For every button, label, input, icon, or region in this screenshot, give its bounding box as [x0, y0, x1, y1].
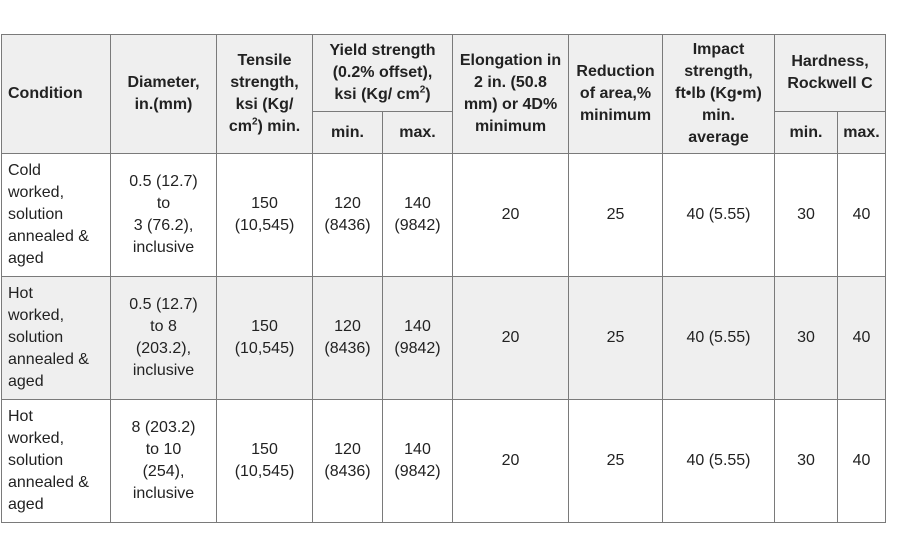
cell-elongation: 20 [452, 399, 569, 523]
header-impact-strength: Impact strength, ft•lb (Kg•m) min. avera… [662, 34, 775, 154]
header-hardness-max: max. [836, 111, 887, 154]
cell-hardness-min: 30 [774, 276, 838, 400]
cell-yield-max: 140 (9842) [382, 276, 453, 400]
cell-condition: Cold worked, solution annealed & aged [1, 153, 111, 277]
table-row: Cold worked, solution annealed & aged 0.… [1, 153, 887, 277]
cell-reduction: 25 [568, 276, 663, 400]
header-diameter: Diameter, in.(mm) [110, 34, 217, 154]
cell-hardness-max: 40 [836, 153, 887, 277]
header-hardness: Hardness, Rockwell C [773, 34, 887, 112]
header-yield-suffix: ) [425, 86, 431, 103]
header-yield-min: min. [312, 111, 383, 154]
header-tensile-text: Tensile strength, ksi (Kg/ cm [228, 52, 299, 135]
cell-elongation: 20 [452, 153, 569, 277]
cell-yield-min: 120 (8436) [312, 276, 383, 400]
table-row: Hot worked, solution annealed & aged 0.5… [1, 276, 887, 400]
cell-yield-min: 120 (8436) [312, 399, 383, 523]
cell-reduction: 25 [568, 153, 663, 277]
cell-hardness-min: 30 [774, 399, 838, 523]
cell-tensile: 150 (10,545) [216, 276, 313, 400]
header-hardness-min: min. [774, 111, 838, 154]
cell-hardness-min: 30 [774, 153, 838, 277]
header-elongation: Elongation in 2 in. (50.8 mm) or 4D% min… [452, 34, 569, 154]
header-condition: Condition [1, 34, 111, 154]
cell-elongation: 20 [452, 276, 569, 400]
cell-yield-max: 140 (9842) [382, 399, 453, 523]
cell-condition: Hot worked, solution annealed & aged [1, 399, 111, 523]
cell-diameter: 0.5 (12.7) to 8 (203.2), inclusive [110, 276, 217, 400]
cell-diameter: 0.5 (12.7) to 3 (76.2), inclusive [110, 153, 217, 277]
header-yield-text: Yield strength (0.2% offset), ksi (Kg/ c… [329, 42, 436, 103]
cell-diameter: 8 (203.2) to 10 (254), inclusive [110, 399, 217, 523]
cell-reduction: 25 [568, 399, 663, 523]
cell-condition: Hot worked, solution annealed & aged [1, 276, 111, 400]
cell-impact: 40 (5.55) [662, 276, 775, 400]
properties-table-container: Condition Diameter, in.(mm) Tensile stre… [1, 34, 887, 523]
cell-impact: 40 (5.55) [662, 399, 775, 523]
cell-hardness-max: 40 [836, 276, 887, 400]
header-reduction-of-area: Reduction of area,% minimum [568, 34, 663, 154]
header-yield-max: max. [382, 111, 453, 154]
cell-tensile: 150 (10,545) [216, 153, 313, 277]
mechanical-properties-table: Condition Diameter, in.(mm) Tensile stre… [1, 34, 887, 523]
header-tensile-superscript: 2 [251, 116, 258, 128]
cell-impact: 40 (5.55) [662, 153, 775, 277]
header-yield-superscript: 2 [419, 84, 426, 96]
cell-hardness-max: 40 [836, 399, 887, 523]
cell-tensile: 150 (10,545) [216, 399, 313, 523]
header-tensile-strength: Tensile strength, ksi (Kg/ cm2) min. [216, 34, 313, 154]
header-yield-strength: Yield strength (0.2% offset), ksi (Kg/ c… [312, 34, 453, 112]
cell-yield-max: 140 (9842) [382, 153, 453, 277]
header-tensile-suffix: ) min. [257, 118, 301, 135]
table-row: Hot worked, solution annealed & aged 8 (… [1, 399, 887, 523]
cell-yield-min: 120 (8436) [312, 153, 383, 277]
